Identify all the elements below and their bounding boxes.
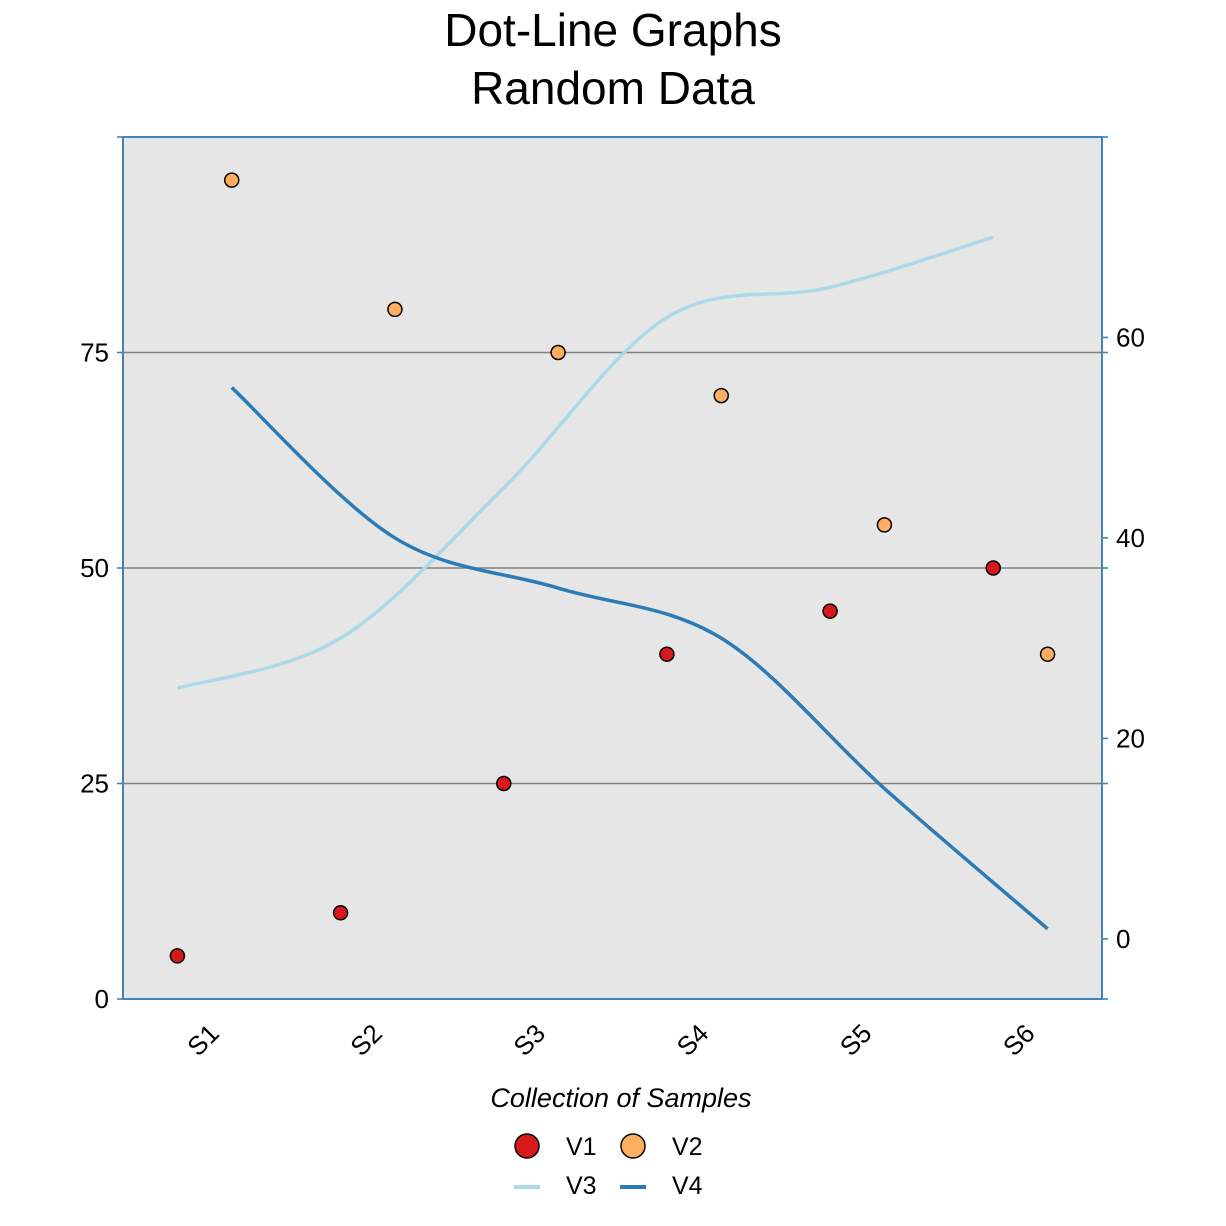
series-point-v1 — [495, 775, 512, 792]
x-tick-label: S6 — [997, 1018, 1041, 1062]
series-point-v2 — [1039, 646, 1056, 662]
grid-lines — [123, 351, 1102, 785]
chart-title-line: Random Data — [471, 62, 755, 114]
legend-label: V3 — [566, 1172, 597, 1200]
legend-label: V1 — [566, 1133, 597, 1161]
chart-title-line: Dot-Line Graphs — [444, 4, 782, 56]
series-point-v1 — [822, 603, 838, 619]
axes: 0 25 50 75 0 20 40 60 — [80, 136, 1145, 1014]
y-tick-label: 50 — [80, 553, 109, 583]
x-tick-label: S3 — [507, 1018, 551, 1062]
chart-title: Dot-Line Graphs Random Data — [444, 4, 782, 114]
x-tick-labels: S1 S2 S3 S4 S5 S6 — [181, 1018, 1041, 1062]
legend: V1 V2 V3 V4 — [514, 1133, 703, 1200]
legend-label: V4 — [672, 1172, 703, 1200]
series-line-v4 — [230, 386, 1049, 931]
legend-item-v3: V3 — [514, 1172, 597, 1200]
legend-item-v4: V4 — [620, 1172, 703, 1200]
legend-swatch — [514, 1133, 540, 1159]
y-tick-label: 25 — [80, 769, 109, 799]
y2-tick-label: 60 — [1116, 322, 1145, 352]
series-lines — [176, 235, 1049, 931]
y2-tick-label: 20 — [1116, 723, 1145, 753]
y2-tick-label: 0 — [1116, 924, 1130, 954]
legend-item-v1: V1 — [514, 1133, 597, 1161]
y2-tick-label: 40 — [1116, 523, 1145, 553]
series-point-v1 — [169, 948, 186, 964]
legend-label: V2 — [672, 1133, 703, 1161]
series-point-v1 — [332, 905, 349, 921]
series-point-v2 — [387, 301, 403, 318]
legend-item-v2: V2 — [620, 1133, 703, 1161]
series-point-v2 — [550, 344, 566, 361]
y-tick-label: 75 — [80, 338, 109, 368]
x-tick-label: S4 — [671, 1018, 715, 1062]
x-tick-label: S2 — [344, 1018, 388, 1062]
series-point-v2 — [713, 387, 730, 404]
x-axis-label: Collection of Samples — [490, 1083, 751, 1113]
x-tick-label: S5 — [834, 1018, 878, 1062]
plot-border — [122, 136, 1103, 1000]
series-point-v2 — [224, 172, 240, 188]
series-point-v2 — [876, 517, 893, 533]
x-tick-label: S1 — [181, 1018, 225, 1062]
series-point-v1 — [985, 560, 1001, 576]
y-tick-label: 0 — [95, 984, 109, 1014]
legend-swatch — [620, 1133, 646, 1159]
series-points — [169, 172, 1056, 964]
series-line-v3 — [176, 235, 994, 690]
series-point-v1 — [659, 646, 675, 662]
